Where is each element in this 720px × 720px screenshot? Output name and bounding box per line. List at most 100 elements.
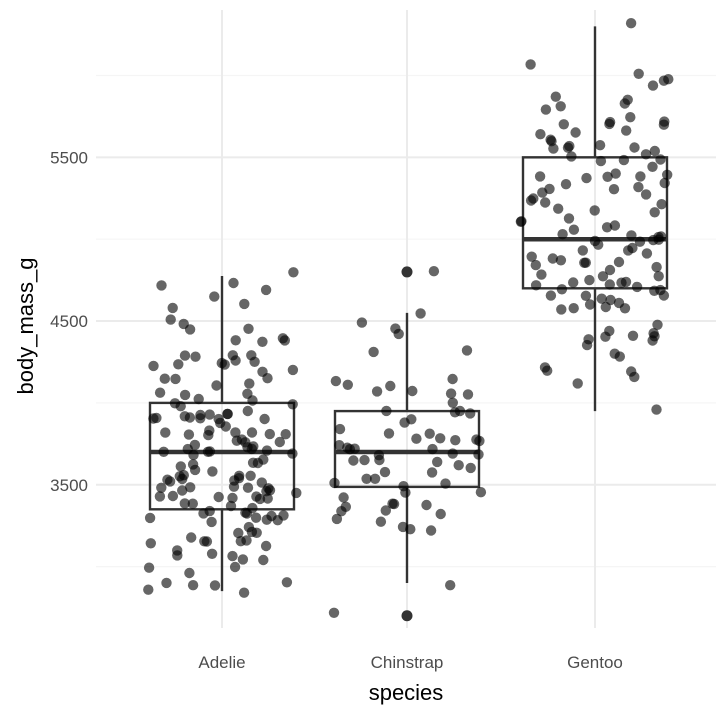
data-point xyxy=(167,302,178,314)
data-point xyxy=(242,442,253,453)
data-point xyxy=(387,498,398,509)
data-point xyxy=(237,554,249,565)
data-point xyxy=(600,331,611,342)
data-point xyxy=(581,172,592,184)
data-point xyxy=(584,274,595,286)
data-point xyxy=(260,284,272,296)
data-point xyxy=(261,486,272,497)
data-point xyxy=(169,398,181,409)
data-point xyxy=(577,245,588,256)
data-point xyxy=(356,317,368,328)
data-point xyxy=(609,220,621,231)
data-point xyxy=(411,433,422,444)
data-point xyxy=(655,154,666,165)
x-tick-label: Adelie xyxy=(198,653,245,672)
data-point xyxy=(425,525,437,536)
data-point xyxy=(534,171,546,182)
data-point xyxy=(173,359,184,370)
data-point xyxy=(222,408,233,420)
data-point xyxy=(604,264,616,276)
data-point xyxy=(348,455,359,466)
data-point xyxy=(359,454,370,466)
data-point xyxy=(220,421,231,432)
data-point xyxy=(170,373,181,385)
data-point xyxy=(225,500,237,512)
data-point xyxy=(369,473,381,484)
data-point xyxy=(399,417,410,428)
data-point xyxy=(257,336,268,347)
data-point xyxy=(604,279,615,290)
data-point xyxy=(462,389,474,400)
y-tick-label: 4500 xyxy=(50,312,88,331)
data-point xyxy=(620,276,632,288)
data-point xyxy=(156,482,167,493)
data-point xyxy=(281,577,293,588)
data-point xyxy=(618,154,630,166)
data-point xyxy=(288,267,299,278)
data-point xyxy=(572,378,583,389)
data-point xyxy=(177,485,188,496)
data-point xyxy=(566,151,577,162)
data-point xyxy=(242,482,254,493)
data-point xyxy=(539,362,551,373)
data-point xyxy=(184,567,195,579)
data-point xyxy=(161,577,172,589)
data-point xyxy=(633,181,644,193)
y-tick-label: 5500 xyxy=(50,148,88,167)
data-point xyxy=(381,405,392,417)
data-point xyxy=(530,259,541,271)
data-point xyxy=(246,526,258,538)
data-point xyxy=(287,364,299,376)
data-point xyxy=(143,562,155,573)
data-point xyxy=(589,205,600,216)
data-point xyxy=(202,446,214,457)
data-point xyxy=(264,428,275,440)
data-point xyxy=(653,271,664,282)
data-point xyxy=(447,373,458,385)
data-point xyxy=(184,412,196,423)
data-point xyxy=(550,91,561,102)
data-point xyxy=(450,435,461,446)
data-point xyxy=(277,333,289,344)
data-point xyxy=(206,516,217,528)
data-point xyxy=(179,389,191,401)
data-point xyxy=(229,561,241,573)
data-point xyxy=(651,404,662,415)
data-point xyxy=(165,314,176,325)
data-point xyxy=(164,476,176,487)
data-point xyxy=(246,427,258,438)
data-point xyxy=(656,199,667,210)
data-point xyxy=(242,405,253,417)
data-point xyxy=(608,184,620,195)
outlier-point xyxy=(401,266,413,278)
data-point xyxy=(211,380,222,391)
data-point xyxy=(230,355,241,366)
data-point xyxy=(547,253,558,264)
data-point xyxy=(595,155,607,167)
data-point xyxy=(233,527,244,539)
data-point xyxy=(447,448,458,459)
data-point xyxy=(651,261,662,273)
data-point xyxy=(145,538,156,549)
data-point xyxy=(260,540,272,552)
data-point xyxy=(349,443,360,454)
y-tick-label: 3500 xyxy=(50,476,88,495)
data-point xyxy=(640,189,652,200)
data-point xyxy=(526,251,537,262)
data-point xyxy=(528,193,539,204)
data-point xyxy=(239,298,250,310)
data-point xyxy=(525,59,536,70)
data-point xyxy=(601,222,613,233)
data-point xyxy=(186,532,197,543)
data-point xyxy=(154,491,166,502)
tick-label-layer: 3500 4500 5500 Adelie Chinstrap Gentoo xyxy=(50,148,623,672)
data-point xyxy=(426,467,438,478)
data-point xyxy=(187,498,198,509)
data-point xyxy=(334,440,345,451)
data-point xyxy=(662,169,673,180)
data-point xyxy=(553,203,564,214)
data-point xyxy=(629,371,640,383)
data-point xyxy=(568,303,579,314)
data-point xyxy=(245,470,256,481)
